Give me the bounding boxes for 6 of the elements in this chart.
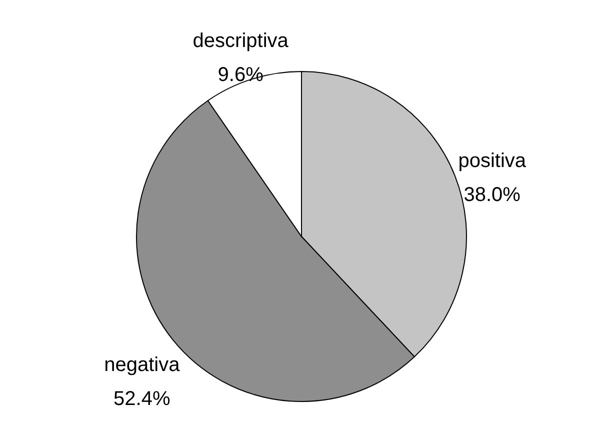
data-label: 38.0%: [464, 184, 521, 206]
slice-label: negativa: [104, 354, 181, 376]
slice-label: positiva: [458, 150, 527, 172]
slice-label: descriptiva: [192, 30, 290, 52]
data-label: 9.6%: [218, 64, 264, 86]
data-label: 52.4%: [114, 388, 170, 410]
